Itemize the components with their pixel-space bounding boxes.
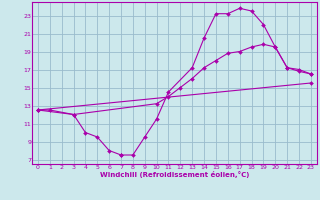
- X-axis label: Windchill (Refroidissement éolien,°C): Windchill (Refroidissement éolien,°C): [100, 171, 249, 178]
